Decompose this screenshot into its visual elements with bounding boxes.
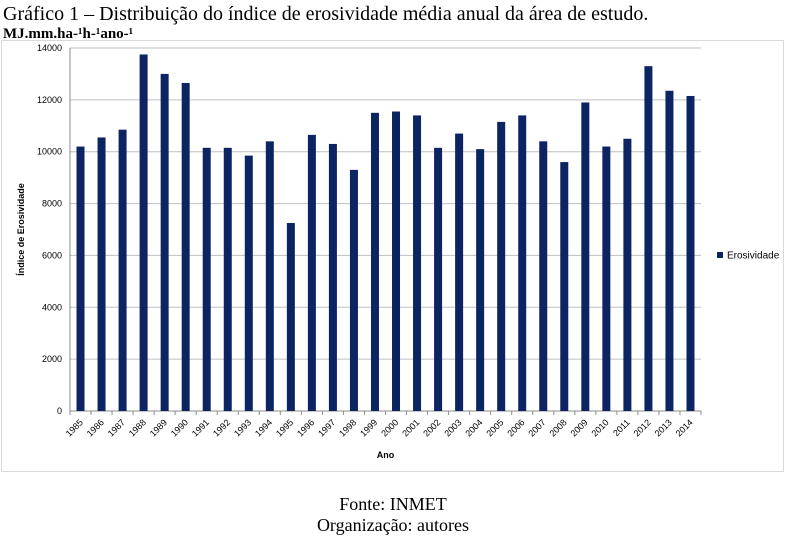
x-tick-label: 1994 <box>253 417 274 438</box>
x-tick-label: 1989 <box>148 417 169 438</box>
bar-2005 <box>497 121 506 412</box>
bar-1990 <box>181 83 190 411</box>
bar-2008 <box>560 162 569 411</box>
x-tick-label: 1993 <box>232 417 253 438</box>
bar-1993 <box>244 155 253 411</box>
y-tick-label: 14000 <box>37 43 62 53</box>
y-tick-label: 4000 <box>42 302 62 312</box>
bar-1995 <box>286 223 295 411</box>
bar-1987 <box>118 129 127 412</box>
y-tick-label: 0 <box>57 406 62 416</box>
y-tick-label: 8000 <box>42 199 62 209</box>
x-tick-label: 2012 <box>632 417 653 438</box>
bar-2009 <box>581 102 590 411</box>
x-tick-label: 2003 <box>442 417 463 438</box>
x-tick-label: 2008 <box>547 417 568 438</box>
x-tick-label: 1999 <box>358 417 379 438</box>
y-tick-label: 10000 <box>37 147 62 157</box>
bar-1998 <box>349 169 358 411</box>
x-tick-label: 2001 <box>400 417 421 438</box>
y-tick-label: 2000 <box>42 354 62 364</box>
legend-label: Erosividade <box>727 251 780 262</box>
units-label: MJ.mm.ha-¹h-¹ano-¹ <box>3 26 134 42</box>
x-tick-label: 1997 <box>316 417 337 438</box>
x-tick-label: 1992 <box>211 417 232 438</box>
bar-2006 <box>518 115 527 412</box>
x-tick-label: 1995 <box>274 417 295 438</box>
y-axis-title: Índice de Erosividade <box>16 183 26 276</box>
x-tick-label: 1986 <box>85 417 106 438</box>
bar-2011 <box>623 138 632 411</box>
x-tick-label: 2009 <box>568 417 589 438</box>
source-note: Fonte: INMET <box>339 494 447 514</box>
x-tick-label: 1998 <box>337 417 358 438</box>
x-tick-label: 2013 <box>653 417 674 438</box>
bar-1996 <box>307 134 316 411</box>
bar-2013 <box>665 90 674 412</box>
bar-2001 <box>413 115 422 412</box>
x-tick-label: 2011 <box>611 417 632 438</box>
bar-2003 <box>455 133 464 412</box>
x-tick-label: 2000 <box>379 417 400 438</box>
bar-2012 <box>644 66 653 412</box>
bar-1994 <box>265 141 274 412</box>
x-tick-label: 2007 <box>526 417 547 438</box>
x-tick-label: 2004 <box>463 417 484 438</box>
bar-2010 <box>602 146 611 411</box>
bar-1985 <box>76 146 85 411</box>
bar-1997 <box>328 143 337 411</box>
y-tick-label: 6000 <box>42 250 62 260</box>
x-tick-label: 2014 <box>674 417 695 438</box>
bar-1999 <box>370 112 379 412</box>
x-tick-label: 1990 <box>169 417 190 438</box>
organization-note: Organização: autores <box>316 515 470 535</box>
x-tick-label: 2002 <box>421 417 442 438</box>
x-tick-label: 1985 <box>64 417 85 438</box>
bar-1988 <box>139 54 148 411</box>
bar-2000 <box>392 111 401 412</box>
x-axis-title: Ano <box>377 450 395 460</box>
bar-1991 <box>202 147 211 411</box>
x-tick-label: 1988 <box>127 417 148 438</box>
bar-1989 <box>160 73 169 411</box>
legend-swatch <box>717 252 723 258</box>
bar-2002 <box>434 147 443 411</box>
bar-2007 <box>539 141 548 412</box>
bar-2014 <box>686 95 695 411</box>
x-tick-label: 2005 <box>484 417 505 438</box>
bar-1992 <box>223 147 232 411</box>
figure-caption: Gráfico 1 – Distribuição do índice de er… <box>3 3 649 25</box>
x-tick-label: 2006 <box>505 417 526 438</box>
bar-1986 <box>97 137 106 412</box>
y-tick-label: 12000 <box>37 95 62 105</box>
x-tick-label: 1987 <box>106 417 127 438</box>
x-tick-label: 1991 <box>190 417 211 438</box>
x-tick-label: 2010 <box>590 417 611 438</box>
x-tick-label: 1996 <box>295 417 316 438</box>
bar-2004 <box>476 149 485 411</box>
